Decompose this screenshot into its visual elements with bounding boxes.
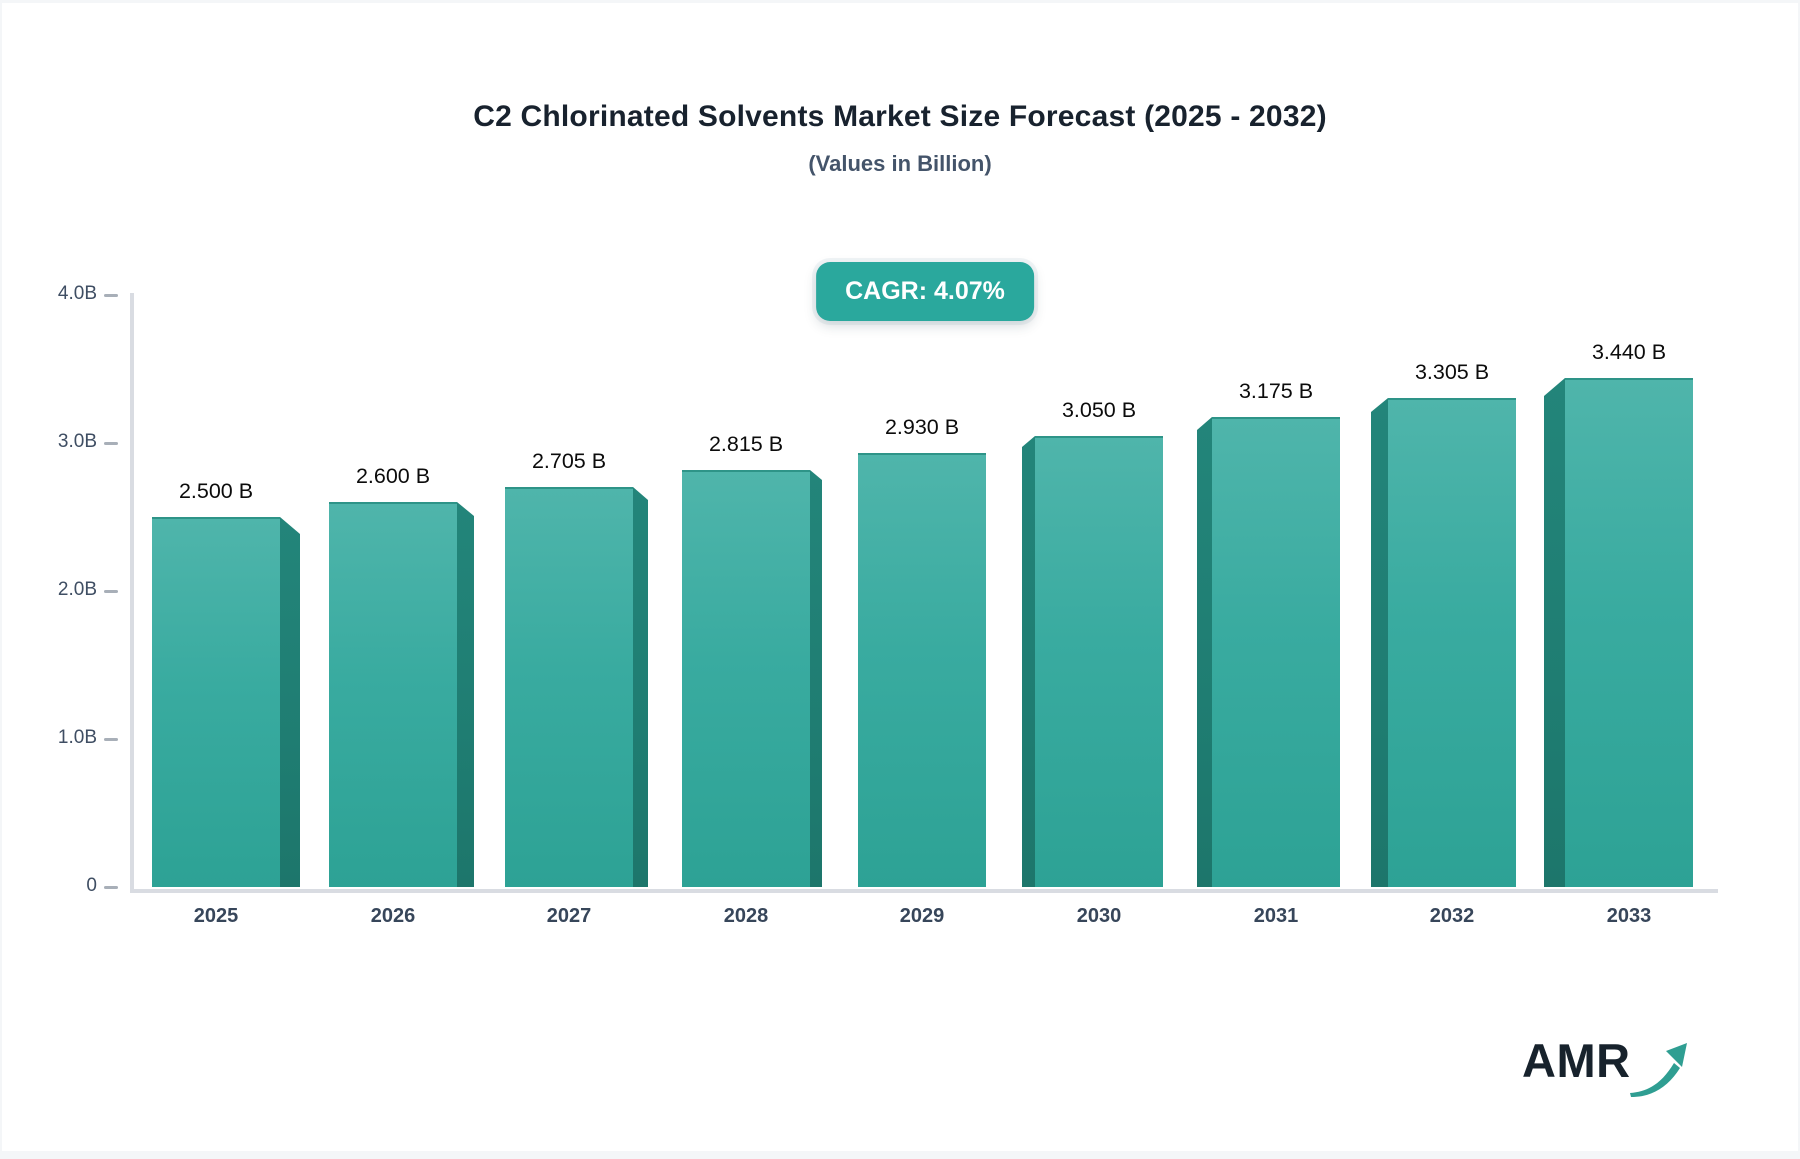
y-axis-line <box>130 293 134 891</box>
x-axis-label-2030: 2030 <box>1076 905 1122 927</box>
bar-side-2032 <box>1371 398 1388 887</box>
bar-side-2025 <box>280 517 300 887</box>
y-tick-label: 4.0B <box>57 283 97 304</box>
bar-value-label: 2.500 B <box>178 479 254 503</box>
bar-2033[interactable] <box>1565 378 1693 887</box>
x-axis-label-2033: 2033 <box>1606 905 1652 927</box>
bar-value-label: 2.815 B <box>708 432 784 456</box>
x-axis-label-2025: 2025 <box>193 905 239 927</box>
bar-2031[interactable] <box>1212 417 1340 887</box>
bar-value-label: 2.930 B <box>884 415 960 439</box>
y-tick-mark <box>104 294 118 297</box>
bar-value-label: 3.175 B <box>1238 379 1314 403</box>
bar-side-2030 <box>1022 436 1035 887</box>
x-axis-label-2031: 2031 <box>1253 905 1299 927</box>
y-tick-label: 1.0B <box>57 727 97 748</box>
bar-2028[interactable] <box>682 470 810 887</box>
y-tick-label: 2.0B <box>57 579 97 600</box>
y-tick-mark <box>104 738 118 741</box>
y-tick-label: 0 <box>86 875 97 896</box>
trend-up-arrow-icon <box>1624 1035 1702 1106</box>
y-tick-label: 3.0B <box>57 431 97 452</box>
bar-value-label: 2.600 B <box>355 464 431 488</box>
bar-value-label: 3.050 B <box>1061 398 1137 422</box>
y-tick-mark <box>104 886 118 889</box>
bar-value-label: 3.305 B <box>1414 360 1490 384</box>
x-axis-line <box>130 889 1718 893</box>
amr-logo: AMR <box>1522 1029 1702 1101</box>
y-tick-mark <box>104 442 118 445</box>
bar-side-2033 <box>1544 378 1565 887</box>
x-axis-label-2028: 2028 <box>723 905 769 927</box>
bar-2025[interactable] <box>152 517 280 887</box>
bar-2027[interactable] <box>505 487 633 887</box>
chart-title: C2 Chlorinated Solvents Market Size Fore… <box>473 100 1327 133</box>
amr-logo-text: AMR <box>1522 1034 1631 1087</box>
cagr-badge: CAGR: 4.07% <box>816 262 1034 321</box>
bar-side-2031 <box>1197 417 1212 887</box>
bar-chart: 4.0B 3.0B 2.0B 1.0B 0 2.500 B 2025 2.600 B 2026 2… <box>2 3 1800 1159</box>
bar-2030[interactable] <box>1035 436 1163 887</box>
bar-value-label: 2.705 B <box>531 449 607 473</box>
x-axis-label-2026: 2026 <box>370 905 416 927</box>
chart-card: C2 Chlorinated Solvents Market Size Fore… <box>2 3 1798 1151</box>
bar-side-2027 <box>633 487 648 887</box>
bar-value-label: 3.440 B <box>1591 340 1667 364</box>
x-axis-label-2032: 2032 <box>1429 905 1475 927</box>
x-axis-label-2027: 2027 <box>546 905 592 927</box>
bar-side-2028 <box>810 470 822 887</box>
bar-2026[interactable] <box>329 502 457 887</box>
chart-subtitle: (Values in Billion) <box>808 151 992 176</box>
bar-2029[interactable] <box>858 453 986 887</box>
bar-2032[interactable] <box>1388 398 1516 887</box>
x-axis-label-2029: 2029 <box>899 905 945 927</box>
bar-side-2026 <box>457 502 474 887</box>
y-tick-mark <box>104 590 118 593</box>
